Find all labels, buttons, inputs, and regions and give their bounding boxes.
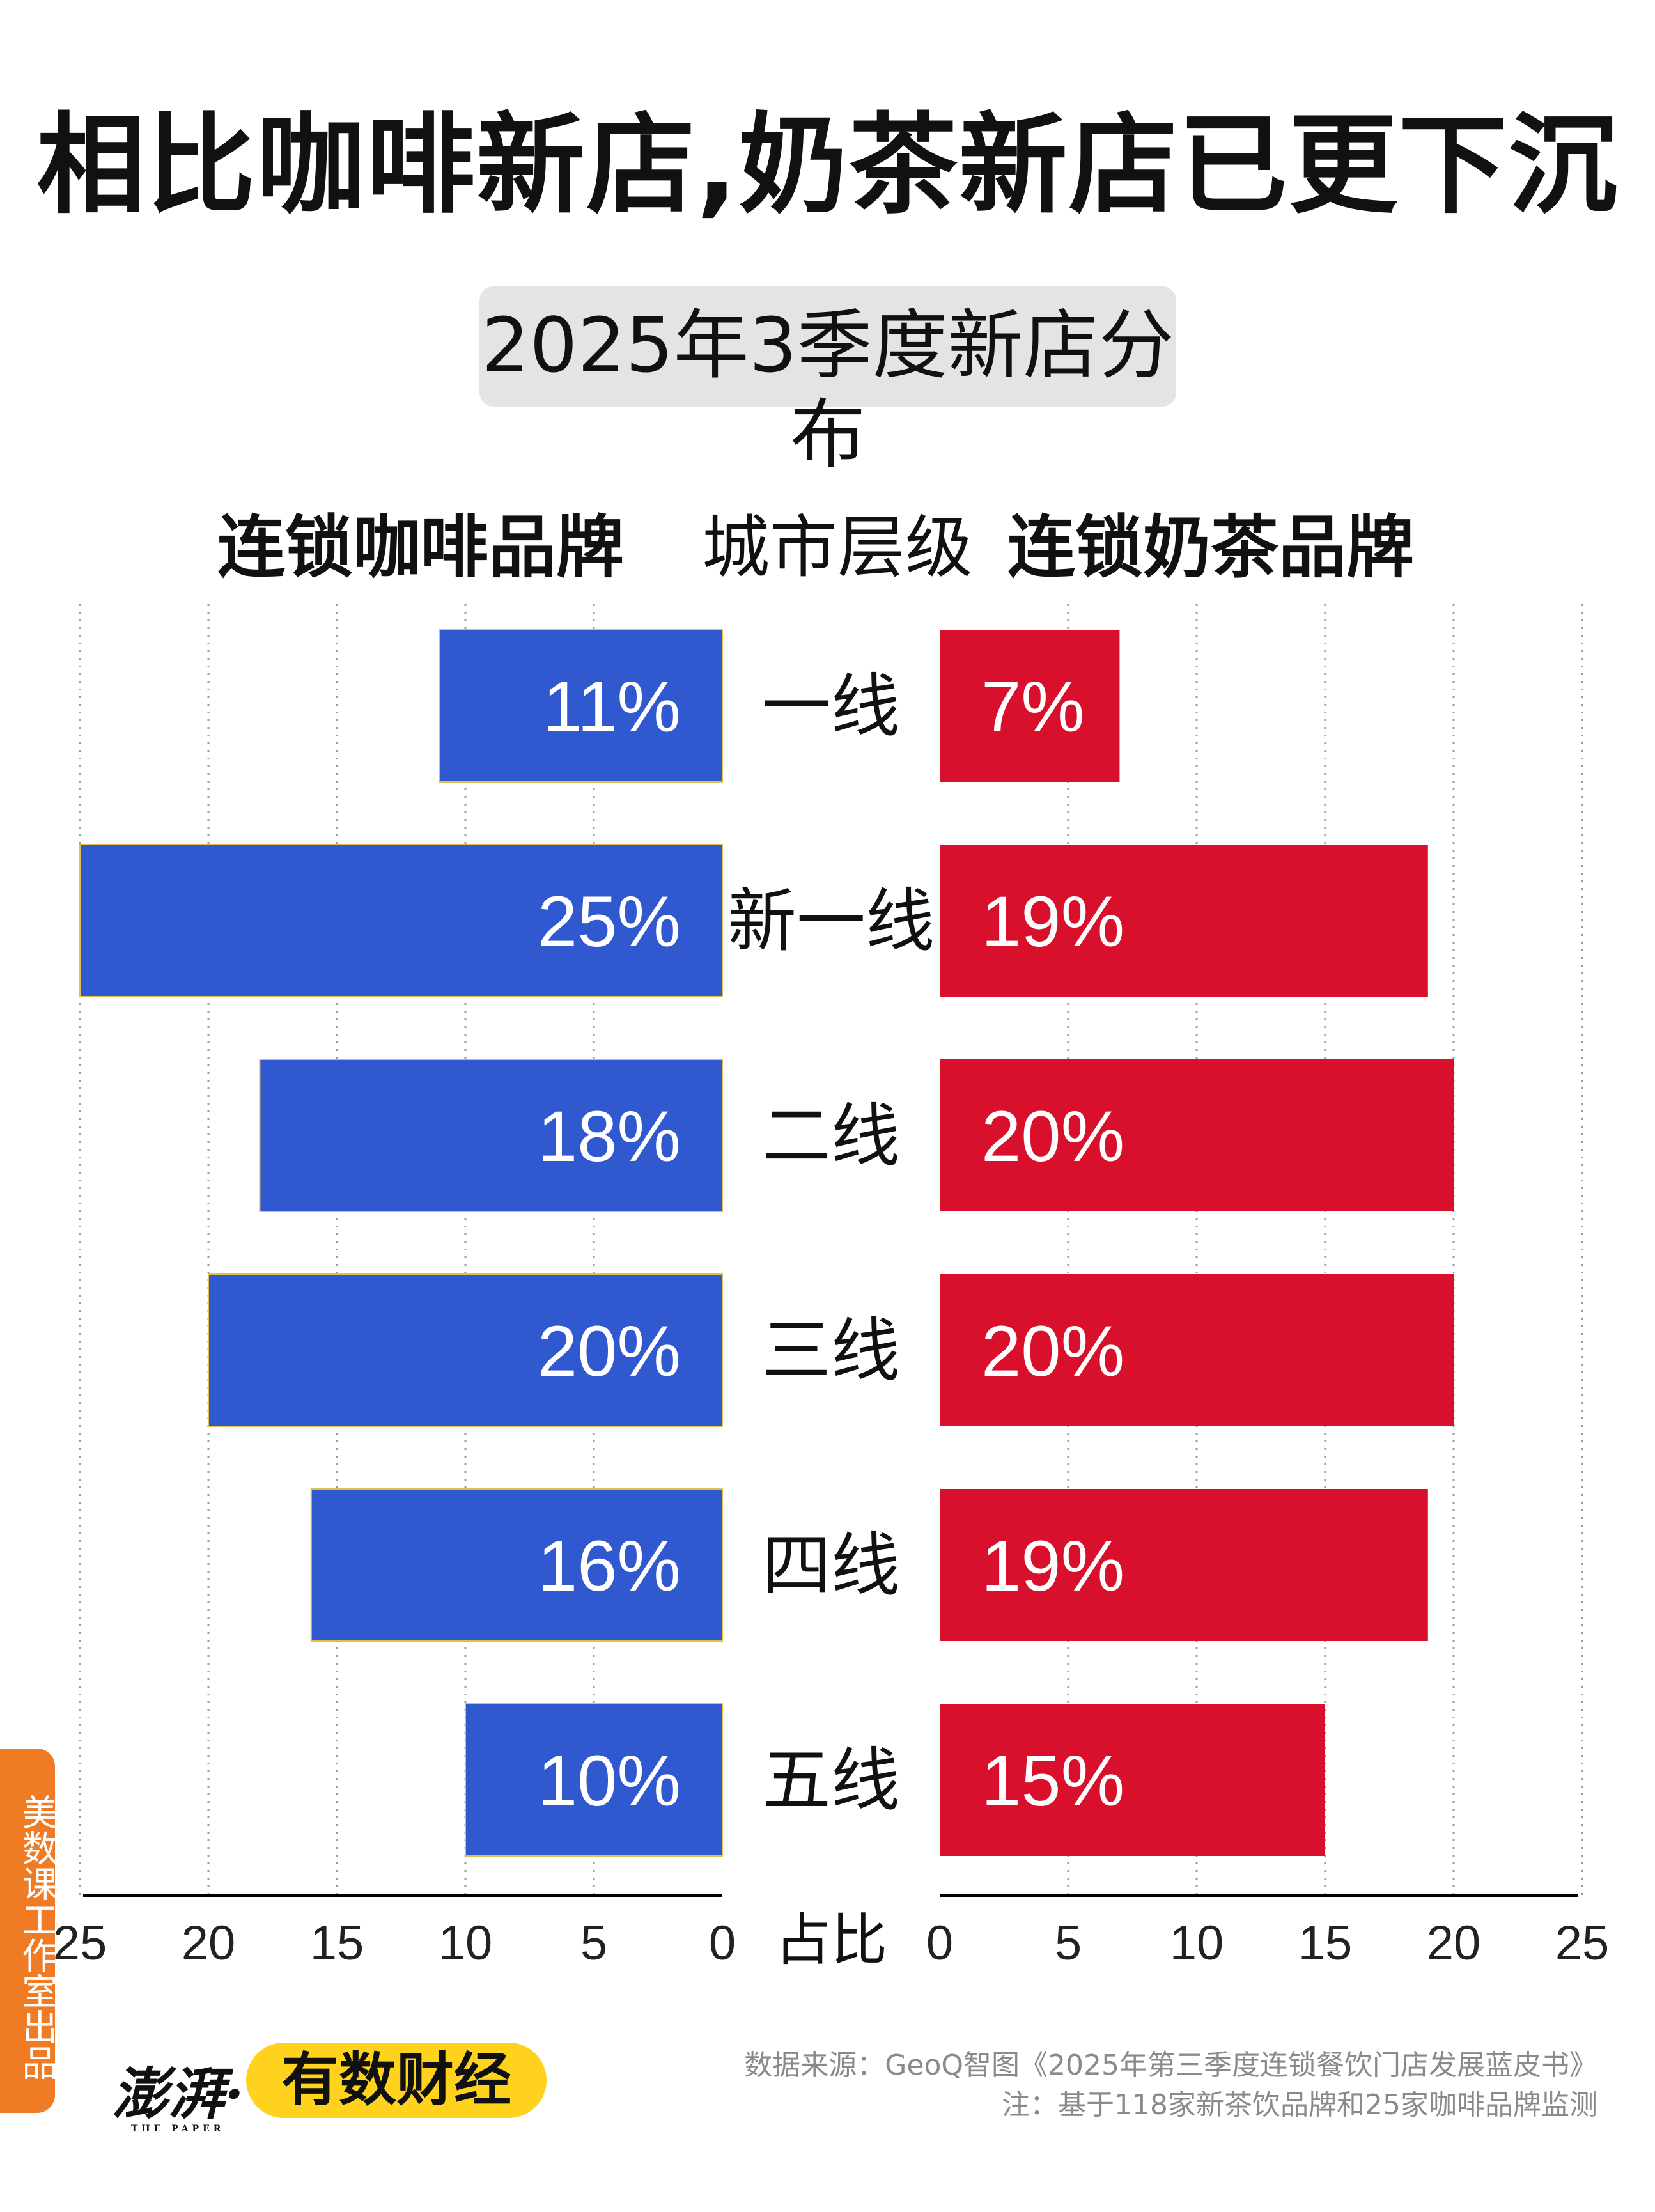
source-line: 数据来源：GeoQ智图《2025年第三季度连锁餐饮门店发展蓝皮书》 — [744, 2049, 1597, 2082]
right-axis-tick-label: 25 — [1555, 1916, 1610, 1970]
coffee-bar — [79, 844, 723, 997]
milktea-value-label: 7% — [981, 667, 1085, 747]
x-axis-title: 占比 — [775, 1907, 887, 1973]
milktea-value-label: 20% — [981, 1096, 1124, 1176]
brand-logo: 有数财经 — [246, 2043, 547, 2118]
right-axis-tick-label: 10 — [1170, 1916, 1224, 1970]
studio-credit: 美数课工作室出品 — [0, 1749, 58, 2113]
coffee-bar — [439, 629, 723, 783]
milktea-bar — [940, 845, 1428, 997]
diverging-bar-chart: 11% 7% 一线 25% 19% 新一线 18% 20% 二线 20% 20% 三线 16% 19% 四线… — [53, 604, 1610, 1973]
coffee-value-label: 20% — [538, 1311, 681, 1391]
left-axis-tick-label: 25 — [53, 1916, 107, 1970]
milktea-bar — [940, 1489, 1428, 1641]
coffee-bar — [310, 1488, 723, 1642]
left-series-header: 连锁咖啡品牌 — [217, 508, 624, 587]
chart-subtitle: 2025年3季度新店分布 — [481, 301, 1174, 479]
left-axis-tick-label: 5 — [580, 1916, 607, 1970]
coffee-bar — [208, 1273, 723, 1427]
left-axis-tick-label: 10 — [439, 1916, 493, 1970]
city-tier-label: 二线 — [762, 1096, 900, 1176]
category-header: 城市层级 — [702, 508, 973, 587]
right-axis-tick-label: 0 — [926, 1916, 953, 1970]
city-tier-label: 一线 — [762, 667, 900, 747]
milktea-bar — [940, 630, 1120, 782]
thepaper-logo-text: 澎湃· — [112, 2060, 244, 2127]
milktea-bar — [940, 1704, 1325, 1856]
right-axis-tick-label: 15 — [1298, 1916, 1353, 1970]
coffee-bar — [465, 1703, 723, 1857]
coffee-value-label: 10% — [538, 1741, 681, 1821]
left-axis-tick-label: 0 — [709, 1916, 736, 1970]
milktea-bar — [940, 1059, 1454, 1211]
milktea-value-label: 19% — [981, 1526, 1124, 1606]
milktea-value-label: 19% — [981, 882, 1124, 962]
coffee-value-label: 11% — [543, 667, 681, 747]
coffee-value-label: 25% — [538, 882, 681, 962]
milktea-value-label: 20% — [981, 1311, 1124, 1391]
city-tier-label: 四线 — [762, 1526, 900, 1606]
milktea-value-label: 15% — [981, 1741, 1124, 1821]
subtitle-background — [479, 286, 1176, 407]
thepaper-logo: 澎湃· THE PAPER — [112, 2049, 244, 2134]
coffee-value-label: 18% — [538, 1096, 681, 1176]
note-line: 注：基于118家新茶饮品牌和25家咖啡品牌监测 — [1002, 2089, 1597, 2121]
right-series-header: 连锁奶茶品牌 — [1007, 508, 1414, 587]
city-tier-label: 新一线 — [727, 882, 935, 962]
thepaper-logo-subtext: THE PAPER — [131, 2124, 225, 2134]
city-tier-label: 五线 — [762, 1741, 900, 1821]
page-title: 相比咖啡新店,奶茶新店已更下沉 — [36, 102, 1619, 229]
coffee-bar — [259, 1059, 723, 1212]
left-axis-tick-label: 15 — [310, 1916, 364, 1970]
left-axis-tick-label: 20 — [182, 1916, 236, 1970]
city-tier-label: 三线 — [762, 1311, 900, 1391]
right-axis-tick-label: 20 — [1427, 1916, 1481, 1970]
milktea-bar — [940, 1274, 1454, 1426]
source-note: 数据来源：GeoQ智图《2025年第三季度连锁餐饮门店发展蓝皮书》 注：基于11… — [744, 2046, 1597, 2125]
right-axis-tick-label: 5 — [1055, 1916, 1082, 1970]
coffee-value-label: 16% — [538, 1526, 681, 1606]
